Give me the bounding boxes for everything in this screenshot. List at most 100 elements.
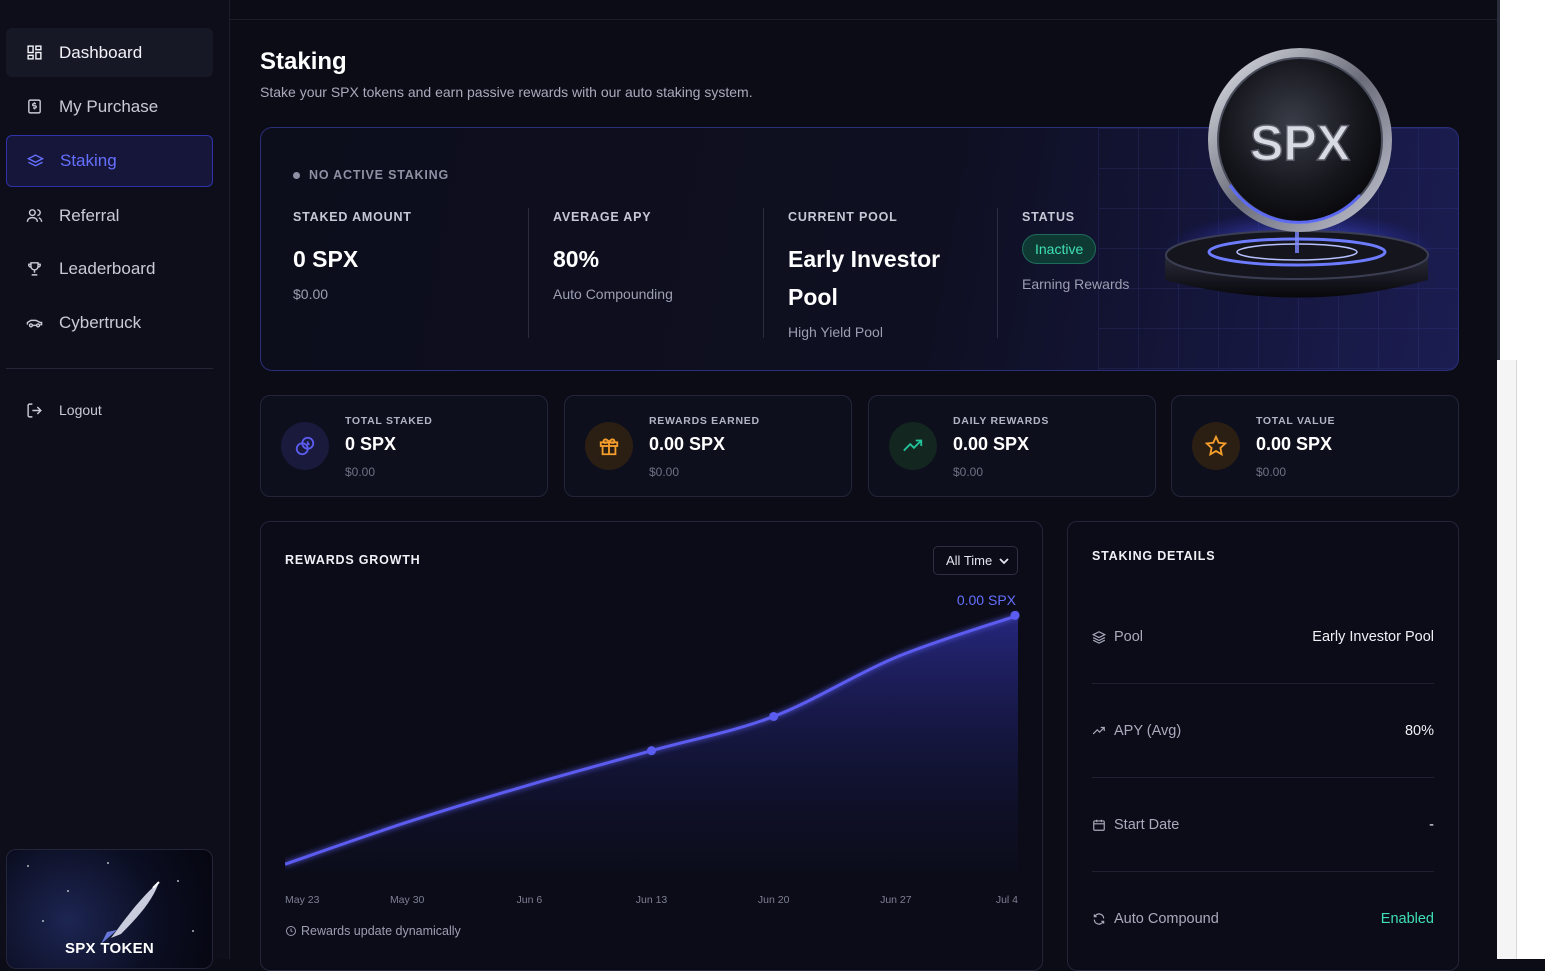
average-apy-block: AVERAGE APY 80% Auto Compounding: [553, 210, 673, 302]
rocket-icon: [101, 881, 160, 944]
details-row-start-date: Start Date -: [1092, 778, 1434, 872]
page-subtitle: Stake your SPX tokens and earn passive r…: [260, 84, 753, 100]
rewards-growth-card: REWARDS GROWTH All Time May 23 May 30 Jun …: [260, 521, 1043, 971]
stat-value: 0.00 SPX: [1256, 434, 1333, 454]
stat-value: 0.00 SPX: [953, 434, 1030, 454]
sidebar: Dashboard My Purchase Staking Referral L…: [0, 0, 230, 969]
x-axis-tick-label: Jun 20: [758, 894, 790, 906]
car-icon: [26, 319, 43, 328]
stat-icon-wrap: [585, 422, 633, 470]
time-range-value: All Time: [946, 553, 993, 568]
star-icon: [1205, 435, 1227, 457]
sidebar-item-my-purchase[interactable]: My Purchase: [6, 82, 213, 131]
chart-data-point[interactable]: [647, 746, 656, 756]
sidebar-item-leaderboard[interactable]: Leaderboard: [6, 244, 213, 293]
refresh-icon: [1093, 913, 1105, 925]
gift-icon: [599, 438, 619, 456]
details-key: Pool: [1092, 629, 1143, 645]
promo-banner[interactable]: SPX TOKEN: [6, 849, 213, 969]
coins-icon: [295, 436, 315, 456]
status-badge: Inactive: [1022, 234, 1097, 264]
current-pool-block: CURRENT POOL Early Investor Pool High Yi…: [788, 210, 978, 340]
sidebar-item-label: My Purchase: [59, 96, 159, 116]
chart-title: REWARDS GROWTH: [285, 553, 421, 567]
logout-button[interactable]: Logout: [6, 386, 102, 434]
hero-divider: [528, 208, 529, 338]
sidebar-item-label: Leaderboard: [59, 258, 156, 278]
staked-amount-label: STAKED AMOUNT: [293, 210, 412, 224]
details-key-label: Start Date: [1114, 816, 1180, 833]
current-pool-sub: High Yield Pool: [788, 324, 883, 340]
sidebar-item-dashboard[interactable]: Dashboard: [6, 28, 213, 77]
average-apy-value: 80%: [553, 246, 600, 272]
stat-label: REWARDS EARNED: [649, 415, 760, 427]
sidebar-item-label: Dashboard: [59, 42, 143, 62]
coin-text: SPX: [1250, 115, 1350, 171]
page-title: Staking: [260, 48, 347, 75]
stat-card-daily-rewards: DAILY REWARDS 0.00 SPX $0.00: [868, 395, 1156, 497]
dashboard-icon: [27, 45, 42, 60]
average-apy-sub: Auto Compounding: [553, 286, 673, 302]
status-dot: [293, 171, 300, 179]
sidebar-item-label: Referral: [59, 205, 120, 225]
promo-title: SPX TOKEN: [64, 940, 155, 957]
stat-value: 0 SPX: [345, 434, 397, 454]
details-key-label: Auto Compound: [1114, 911, 1219, 927]
current-pool-label: CURRENT POOL: [788, 210, 898, 224]
stat-sub: $0.00: [649, 465, 680, 479]
sidebar-item-label: Cybertruck: [59, 312, 142, 332]
status-label: STATUS: [1022, 210, 1075, 224]
x-axis-tick-label: Jun 27: [880, 894, 912, 906]
status-flag-text: NO ACTIVE STAKING: [309, 168, 449, 182]
top-bar: [230, 0, 1498, 20]
details-key: Start Date: [1092, 817, 1179, 833]
x-axis-tick-label: Jul 4: [996, 894, 1018, 906]
staking-details-card: STAKING DETAILS Pool Early Investor Pool…: [1067, 521, 1459, 971]
stat-card-rewards-earned: REWARDS EARNED 0.00 SPX $0.00: [564, 395, 852, 497]
sidebar-item-referral[interactable]: Referral: [6, 191, 213, 240]
chart-data-point[interactable]: [1010, 610, 1020, 620]
sidebar-item-cybertruck[interactable]: Cybertruck: [6, 298, 213, 347]
x-axis-tick-label: Jun 13: [636, 894, 668, 906]
x-axis-tick-label: May 23: [285, 894, 320, 906]
staked-amount-usd: $0.00: [293, 286, 329, 302]
sidebar-item-label: Staking: [60, 151, 117, 170]
logout-label: Logout: [59, 402, 102, 418]
average-apy-label: AVERAGE APY: [553, 210, 652, 224]
hero-divider: [763, 208, 764, 338]
details-row-pool: Pool Early Investor Pool: [1092, 590, 1434, 684]
chevron-down-icon: [999, 557, 1009, 564]
rewards-growth-chart: May 23 May 30 Jun 6 Jun 13 Jun 20 Jun 27 Jul 4…: [285, 592, 1020, 906]
stat-icon-wrap: [889, 422, 937, 470]
trending-up-icon: [1092, 726, 1105, 734]
x-axis-tick-label: May 30: [390, 894, 425, 906]
details-row-auto-compound: Auto Compound Enabled: [1092, 872, 1434, 966]
stat-sub: $0.00: [953, 465, 984, 479]
trophy-icon: [28, 262, 41, 276]
status-block: STATUS Inactive Earning Rewards: [1022, 210, 1129, 292]
sidebar-item-staking[interactable]: Staking: [6, 135, 213, 187]
stat-icon-wrap: [1192, 422, 1240, 470]
calendar-icon: [1093, 819, 1105, 831]
clock-icon: [286, 926, 296, 936]
layers-icon: [27, 153, 44, 167]
x-axis-tick-label: Jun 6: [516, 894, 542, 906]
spx-coin-illustration: SPX: [1160, 45, 1435, 305]
stat-card-total-value: TOTAL VALUE 0.00 SPX $0.00: [1171, 395, 1459, 497]
logout-icon: [27, 402, 42, 418]
chart-area-fill: [285, 615, 1018, 872]
details-value: Early Investor Pool: [1312, 628, 1434, 645]
chart-data-point[interactable]: [769, 711, 779, 721]
details-key-label: APY (Avg): [1114, 722, 1182, 739]
details-key-label: Pool: [1114, 628, 1144, 645]
details-title: STAKING DETAILS: [1092, 549, 1216, 563]
details-key: APY (Avg): [1092, 723, 1181, 739]
time-range-select[interactable]: All Time: [933, 546, 1018, 575]
stat-label: TOTAL STAKED: [345, 415, 433, 427]
stat-sub: $0.00: [1256, 465, 1287, 479]
staking-status-flag: NO ACTIVE STAKING: [293, 168, 449, 182]
details-value: Enabled: [1380, 911, 1434, 927]
users-icon: [26, 209, 43, 222]
purchase-icon: [28, 99, 41, 114]
hero-divider: [997, 208, 998, 338]
